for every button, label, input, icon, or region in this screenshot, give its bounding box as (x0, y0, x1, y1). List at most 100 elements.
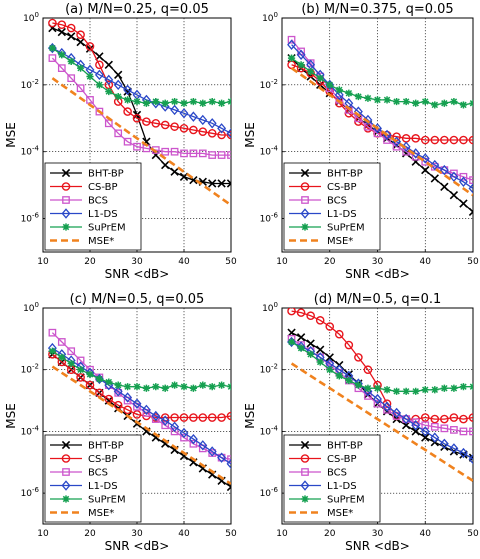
data-point (77, 64, 85, 72)
data-point (170, 421, 180, 432)
data-point (142, 117, 151, 126)
data-point (440, 99, 448, 107)
data-point (104, 119, 113, 128)
data-point (123, 405, 132, 415)
plot-area (287, 35, 473, 217)
data-point (325, 353, 334, 362)
data-point (316, 74, 324, 82)
data-point (199, 381, 207, 389)
data-point (439, 438, 449, 449)
series-line-csbp (291, 64, 473, 141)
chart-panel-2: (b) M/N=0.375, q=0.05 10 20 30 40 50 100 10-2 10… (243, 2, 479, 281)
x-tick-label: 30 (372, 529, 384, 539)
y-tick-label: 100 (23, 301, 39, 314)
data-point (287, 308, 296, 316)
series-line-suprem (52, 47, 231, 104)
data-point (151, 410, 161, 422)
data-point (421, 386, 429, 394)
data-point (315, 316, 325, 325)
data-point (124, 383, 132, 391)
y-tick-label: 10-6 (21, 212, 40, 225)
data-point (449, 135, 459, 145)
data-point (326, 81, 334, 89)
chart-panel-4: (d) M/N=0.5, q=0.1 10 20 30 40 50 100 10-2 10-4 1… (243, 292, 479, 553)
series-line-csbp (291, 310, 473, 420)
x-tick-label: 10 (276, 529, 288, 539)
data-point (420, 153, 430, 164)
data-point (179, 413, 189, 422)
data-point (76, 373, 85, 382)
data-point (207, 118, 217, 129)
data-point (142, 384, 150, 392)
data-point (76, 37, 85, 47)
series-line-mse (290, 67, 473, 197)
data-point (227, 455, 231, 464)
y-tick-label: 100 (23, 11, 39, 24)
legend-marker (300, 182, 310, 191)
data-point (334, 329, 344, 339)
data-point (354, 353, 363, 362)
data-point (335, 86, 343, 94)
data-point (364, 392, 372, 400)
data-point (189, 384, 197, 392)
series-line-suprem (291, 57, 473, 106)
data-point (363, 365, 373, 375)
data-point (401, 413, 411, 425)
legend-label: L1-DS (327, 209, 357, 220)
data-point (57, 64, 66, 72)
x-tick-label: 30 (131, 529, 143, 539)
data-point (345, 376, 353, 385)
data-point (179, 427, 189, 439)
chart-title: (c) M/N=0.5, q=0.05 (70, 292, 205, 307)
data-point (411, 427, 420, 436)
y-axis-label: MSE (4, 122, 18, 148)
data-point (161, 160, 170, 170)
legend-label: BCS (327, 468, 347, 479)
y-tick-label: 100 (262, 301, 278, 314)
data-point (458, 447, 468, 459)
data-point (412, 99, 420, 107)
data-point (217, 452, 227, 463)
legend-marker (61, 208, 71, 219)
data-point (198, 149, 207, 158)
data-point (373, 129, 382, 138)
legend-label: SuPrEM (327, 495, 365, 506)
data-point (393, 97, 401, 106)
data-point (208, 97, 216, 106)
y-tick-label: 10-2 (21, 363, 39, 376)
y-axis-label: MSE (243, 122, 257, 148)
legend-marker (62, 468, 70, 476)
data-point (199, 99, 207, 107)
data-point (189, 149, 198, 158)
data-point (114, 381, 122, 389)
data-point (440, 424, 449, 433)
data-point (77, 366, 85, 374)
data-point (58, 51, 66, 59)
data-point (431, 386, 439, 394)
legend-marker (301, 468, 309, 476)
legend-marker (300, 480, 310, 491)
legend-label: MSE* (327, 508, 353, 519)
data-point (430, 174, 439, 183)
data-point (170, 147, 179, 156)
data-point (171, 97, 179, 106)
x-tick-label: 30 (131, 257, 143, 267)
legend-label: BCS (88, 468, 108, 479)
data-point (469, 383, 473, 391)
data-point (439, 164, 449, 176)
chart-title: (a) M/N=0.25, q=0.05 (65, 2, 209, 17)
legend-label: BHT-BP (327, 441, 363, 452)
x-tick-label: 10 (37, 529, 49, 539)
data-point (57, 27, 66, 37)
data-point (161, 99, 169, 107)
data-point (287, 60, 296, 70)
data-point (95, 81, 103, 89)
chart-panel-3: (c) M/N=0.5, q=0.05 10 20 30 40 50 100 10-2 10-4… (4, 292, 237, 553)
legend-marker (61, 182, 71, 191)
data-point (469, 99, 473, 107)
legend-label: CS-BP (88, 454, 117, 465)
legend-label: BHT-BP (327, 169, 363, 180)
data-point (459, 135, 468, 145)
legend-label: L1-DS (327, 481, 357, 492)
x-axis-label: SNR <dB> (345, 539, 410, 553)
